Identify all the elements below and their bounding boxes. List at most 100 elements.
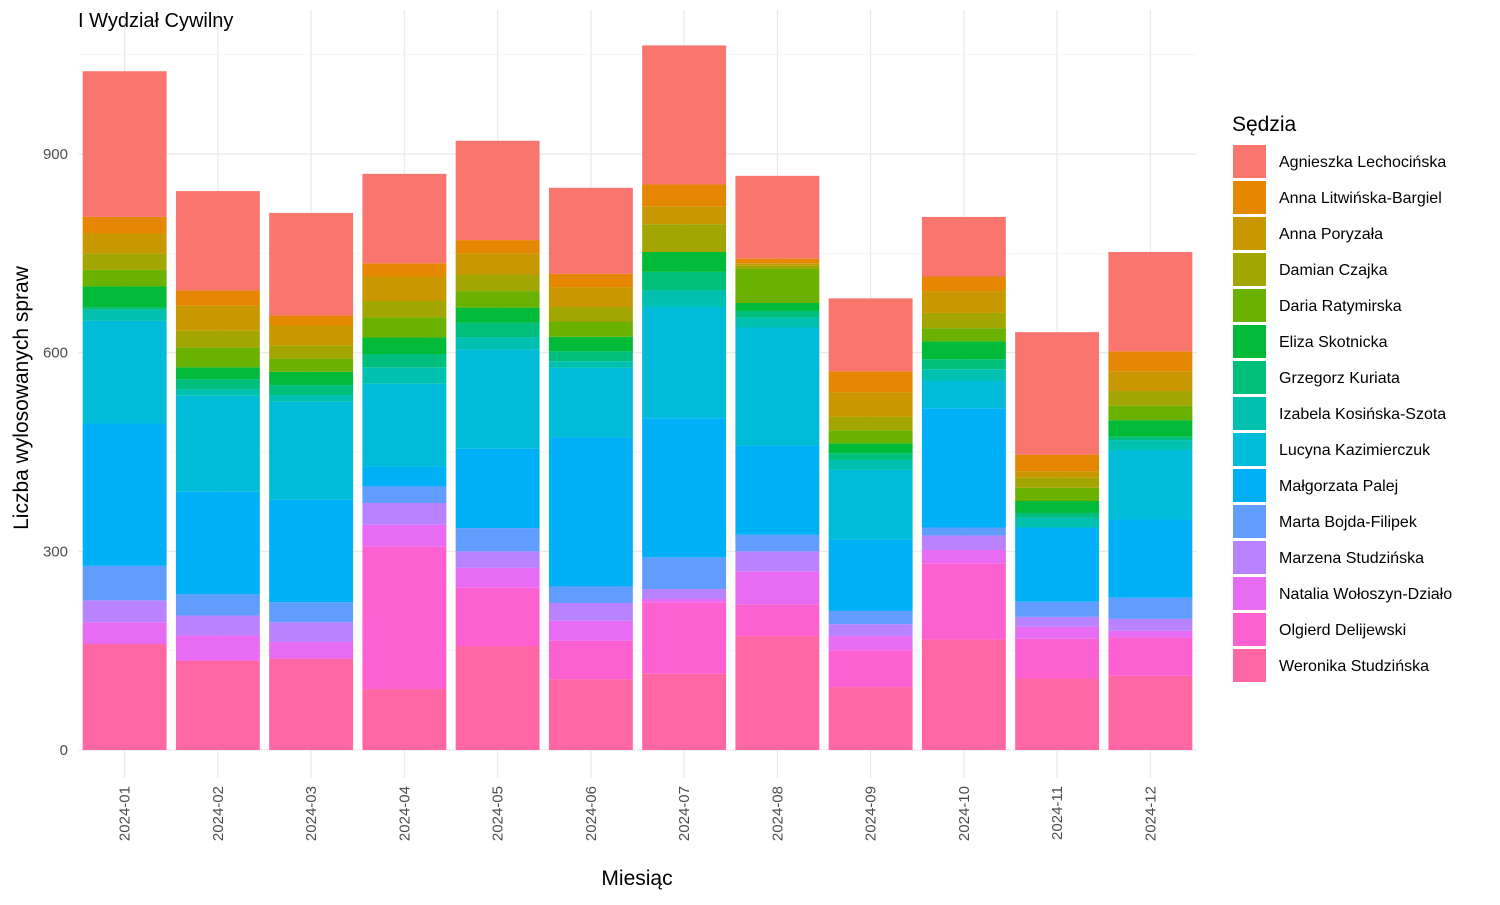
bar-segment (642, 602, 727, 674)
legend-label: Izabela Kosińska-Szota (1279, 406, 1446, 423)
bar-segment (1108, 519, 1193, 598)
bar-segment (921, 341, 1006, 360)
legend-label: Eliza Skotnicka (1279, 334, 1388, 351)
x-tick-label: 2024-11 (1049, 786, 1066, 840)
bar-segment (82, 286, 167, 308)
bar-segment (362, 524, 447, 547)
bar-segment (82, 565, 167, 601)
x-tick-label: 2024-05 (490, 786, 507, 841)
bar-segment (1108, 637, 1193, 676)
bar-segment (269, 658, 354, 750)
legend-swatch (1233, 181, 1266, 214)
bar-segment (548, 640, 633, 680)
bar-segment (175, 389, 260, 396)
bar-segment (735, 268, 820, 303)
bar-segment (735, 604, 820, 637)
bar-segment (921, 380, 1006, 409)
bar-segment (735, 445, 820, 535)
y-tick-label: 900 (43, 146, 68, 163)
bar-segment (269, 622, 354, 643)
bar-segment (362, 173, 447, 264)
bar-segment (1015, 332, 1100, 455)
bar-segment (548, 602, 633, 621)
bar-segment (921, 276, 1006, 292)
bar-segment (548, 287, 633, 307)
legend-label: Lucyna Kazimierczuk (1279, 442, 1431, 459)
x-tick-label: 2024-10 (956, 786, 973, 841)
bar-segment (548, 351, 633, 362)
bar-segment (269, 602, 354, 623)
bar-segment (269, 325, 354, 346)
bar-segment (735, 263, 820, 266)
bar-segment (1015, 487, 1100, 502)
bar-segment (175, 379, 260, 390)
bar-segment (828, 430, 913, 444)
legend-label: Weronika Studzińska (1279, 658, 1429, 675)
bar-segment (1108, 252, 1193, 352)
y-tick-label: 600 (43, 345, 68, 362)
bar-segment (362, 383, 447, 467)
legend-label: Małgorzata Palej (1279, 478, 1398, 495)
y-tick-labels: 0 300 600 900 (43, 146, 68, 759)
legend-label: Damian Czajka (1279, 262, 1388, 279)
bar-segment (921, 216, 1006, 277)
bar-segment (455, 307, 540, 323)
bar-segment (82, 320, 167, 424)
bar-segment (362, 486, 447, 503)
bar-segment (362, 502, 447, 525)
bar-segment (82, 600, 167, 623)
bar-segment (828, 610, 913, 625)
bar-segment (828, 650, 913, 688)
legend-swatch (1233, 541, 1266, 574)
bar-segment (1108, 420, 1193, 437)
bar-segment (642, 206, 727, 225)
bar-segment (269, 358, 354, 372)
bar-segment (642, 418, 727, 558)
bar-segment (269, 345, 354, 359)
bar-segment (921, 550, 1006, 564)
bar-segment (735, 534, 820, 552)
bar-segment (1015, 638, 1100, 679)
bar-segment (1108, 630, 1193, 638)
bar-segment (642, 290, 727, 307)
legend-title: Sędzia (1232, 113, 1297, 136)
bar-segment (175, 594, 260, 616)
legend-swatch (1233, 577, 1266, 610)
bar-segment (828, 687, 913, 750)
bars (82, 45, 1193, 750)
bar-segment (175, 491, 260, 595)
bar-segment (921, 408, 1006, 528)
bar-segment (548, 437, 633, 587)
bar-segment (642, 252, 727, 272)
x-tick-label: 2024-04 (396, 786, 413, 841)
x-tick-label: 2024-01 (117, 786, 134, 841)
bar-segment (175, 660, 260, 750)
bar-segment (642, 589, 727, 600)
bar-segment (455, 448, 540, 529)
bar-segment (828, 371, 913, 393)
bar-segment (455, 253, 540, 275)
legend-label: Anna Litwińska-Bargiel (1279, 190, 1442, 207)
legend-items: Agnieszka Lechocińska Anna Litwińska-Barg… (1233, 145, 1452, 682)
bar-segment (828, 636, 913, 651)
bar-segment (362, 337, 447, 354)
bar-segment (735, 265, 820, 269)
bar-segment (82, 269, 167, 287)
legend-swatch (1233, 325, 1266, 358)
legend-swatch (1233, 397, 1266, 430)
bar-segment (175, 330, 260, 348)
bar-segment (82, 307, 167, 310)
bar-segment (921, 359, 1006, 370)
bar-segment (82, 253, 167, 270)
bar-segment (455, 551, 540, 568)
bar-segment (828, 459, 913, 470)
bar-segment (175, 191, 260, 291)
bar-segment (548, 586, 633, 603)
legend-swatch (1233, 361, 1266, 394)
bar-segment (642, 224, 727, 253)
bar-segment (362, 353, 447, 368)
legend-label: Anna Poryzała (1279, 226, 1383, 243)
bar-segment (548, 336, 633, 352)
bar-segment (642, 184, 727, 207)
